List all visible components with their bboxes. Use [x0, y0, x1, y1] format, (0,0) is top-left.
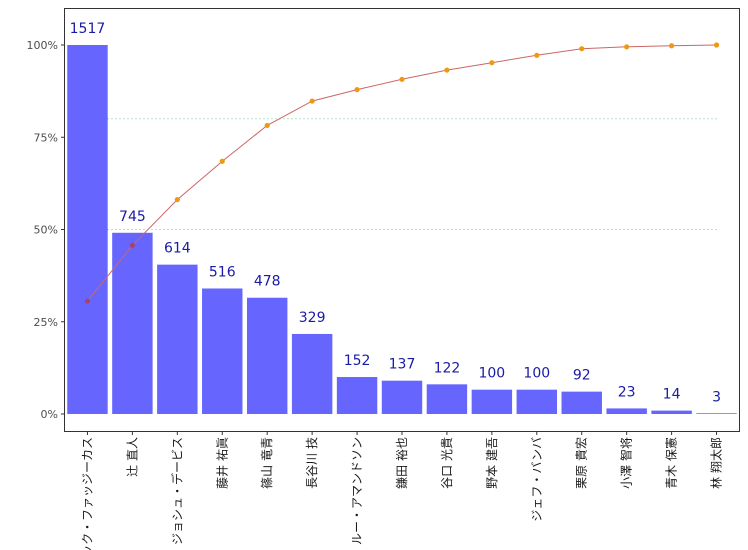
data-label-12: 92	[573, 368, 591, 384]
cumulative-points	[84, 42, 720, 304]
x-tick-label-10: 野本 建吾	[485, 437, 499, 489]
x-tick-label-13: 小澤 智将	[619, 437, 634, 489]
x-tick-label-11: ジェフ・バンバ	[530, 437, 544, 522]
data-label-5: 478	[254, 274, 281, 290]
cumulative-point-7	[354, 87, 360, 93]
bars	[67, 45, 737, 414]
cumulative-point-13	[624, 44, 630, 50]
data-label-13: 23	[618, 384, 636, 400]
x-tick-label-2: 辻 直人	[125, 437, 139, 477]
y-tick-label-100: 100%	[27, 39, 58, 52]
bar-1	[67, 45, 108, 414]
data-label-3: 614	[164, 241, 191, 257]
bar-3	[157, 264, 198, 414]
bar-14	[651, 410, 692, 414]
cumulative-point-9	[444, 67, 450, 73]
data-label-10: 100	[478, 366, 505, 382]
cumulative-point-10	[489, 60, 495, 66]
x-tick-label-15: 林 翔太郎	[709, 437, 724, 489]
y-tick-label-0: 0%	[41, 408, 58, 421]
data-label-11: 100	[523, 366, 550, 382]
cumulative-point-6	[309, 98, 315, 104]
x-tick-label-14: 青木 保憲	[664, 437, 679, 489]
data-label-9: 122	[434, 360, 461, 376]
x-axis: ニック・ファッジーカス 辻 直人 ジョシュ・デービス 藤井 祐眞 篠山 竜青 長谷川 技 ル…	[80, 431, 724, 550]
cumulative-point-14	[669, 43, 675, 49]
data-label-1: 1517	[70, 21, 106, 37]
x-tick-label-8: 鎌田 裕也	[394, 437, 409, 489]
x-tick-label-9: 谷口 光貴	[440, 437, 454, 489]
x-tick-label-6: 長谷川 技	[305, 437, 319, 489]
data-label-15: 3	[712, 389, 721, 405]
cumulative-point-5	[264, 122, 270, 129]
data-label-6: 329	[299, 310, 326, 326]
data-label-14: 14	[663, 387, 681, 403]
cumulative-point-4	[219, 158, 225, 164]
bar-2	[112, 232, 153, 414]
data-label-2: 745	[119, 209, 146, 225]
bar-4	[202, 288, 243, 414]
cumulative-point-3	[174, 197, 180, 203]
bar-12	[561, 391, 602, 414]
bar-8	[381, 380, 423, 414]
cumulative-point-11	[534, 52, 540, 58]
y-tick-label-75: 75%	[34, 131, 58, 144]
x-tick-label-12: 栗原 貴宏	[574, 437, 589, 489]
bar-5	[246, 297, 288, 414]
bar-15	[696, 413, 737, 414]
data-label-7: 152	[344, 353, 371, 369]
bar-9	[426, 384, 468, 414]
bar-6	[291, 333, 333, 414]
cumulative-point-1	[84, 298, 91, 304]
bar-13	[606, 408, 647, 414]
cumulative-point-12	[579, 46, 585, 52]
x-tick-label-1: ニック・ファッジーカス	[80, 437, 94, 550]
bar-10	[471, 389, 513, 414]
bar-11	[516, 389, 558, 414]
bar-7	[336, 377, 378, 414]
data-label-8: 137	[389, 357, 416, 373]
data-labels: 1517 745 614 516 478 329 152 137 122 100 100 92 23 14…	[70, 21, 721, 405]
x-tick-label-4: 藤井 祐眞	[215, 437, 229, 489]
x-tick-label-7: ルー・アマンドソン	[350, 437, 364, 545]
cumulative-point-2	[129, 242, 135, 248]
x-tick-label-5: 篠山 竜青	[259, 437, 274, 489]
y-axis: 0% 25% 50% 75% 100%	[27, 39, 65, 421]
x-tick-label-3: ジョシュ・デービス	[169, 437, 184, 545]
cumulative-point-15	[713, 42, 720, 48]
cumulative-point-8	[399, 76, 405, 82]
data-label-4: 516	[209, 264, 236, 280]
y-tick-label-50: 50%	[34, 224, 58, 237]
y-tick-label-25: 25%	[34, 316, 58, 329]
